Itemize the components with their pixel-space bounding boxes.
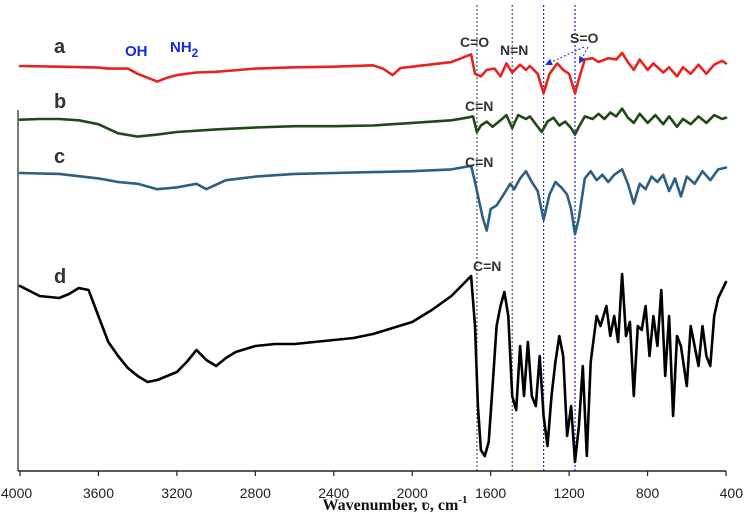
x-tick-label-2400: 2400 bbox=[318, 485, 349, 501]
series-line-b bbox=[18, 107, 728, 138]
band-label-8: C=N bbox=[473, 258, 501, 274]
band-label-4: N=N bbox=[500, 42, 528, 58]
x-axis: 4000 3600 3200 2800 2400 2000 1600 1200 800 400 Wa… bbox=[1, 110, 743, 514]
band-label-6: C=N bbox=[465, 98, 493, 114]
x-tick-label-2000: 2000 bbox=[397, 485, 428, 501]
spectra-series bbox=[18, 51, 728, 464]
series-line-a bbox=[18, 51, 728, 95]
band-label-1: OH bbox=[125, 43, 148, 60]
x-tick-label-4000: 4000 bbox=[1, 485, 32, 501]
series-line-c bbox=[18, 164, 728, 236]
series-label-c: c bbox=[54, 146, 65, 168]
series-line-d bbox=[18, 272, 728, 464]
x-tick-label-2800: 2800 bbox=[240, 485, 271, 501]
x-tick-label-1200: 1200 bbox=[554, 485, 585, 501]
so-arrow-1 bbox=[545, 46, 585, 66]
x-axis-title: Wavenumber, ʋ, cm-1 bbox=[323, 494, 468, 514]
annotations: a b c d OH NH2 C=O N=N S=O C=N C=N C=N bbox=[54, 30, 599, 288]
x-tick-label-3200: 3200 bbox=[161, 485, 192, 501]
band-label-5: S=O bbox=[570, 30, 599, 46]
x-tick-label-1600: 1600 bbox=[475, 485, 506, 501]
x-tick-label-400: 400 bbox=[720, 485, 744, 501]
series-label-d: d bbox=[54, 266, 66, 288]
series-label-a: a bbox=[54, 36, 66, 58]
x-tick-label-800: 800 bbox=[636, 485, 660, 501]
band-label-2: NH2 bbox=[170, 39, 199, 60]
band-label-7: C=N bbox=[465, 154, 493, 170]
band-label-3: C=O bbox=[460, 34, 489, 50]
series-label-b: b bbox=[54, 91, 66, 113]
x-tick-label-3600: 3600 bbox=[83, 485, 114, 501]
so-arrow-2 bbox=[579, 46, 589, 64]
